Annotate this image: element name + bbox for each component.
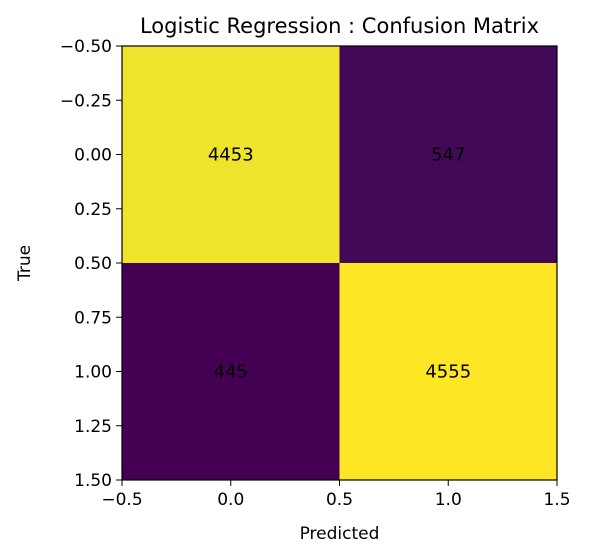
y-tick-label: 1.25 [74,417,112,437]
y-tick-label: 0.50 [74,254,112,274]
y-tick-label: 1.00 [74,363,112,383]
y-tick-label: 0.75 [74,308,112,328]
heatmap-cell-labels: 4453 547 445 4555 [208,145,471,383]
heatmap-cell [122,46,340,263]
x-tick-label: −0.5 [101,490,142,510]
cell-value-label: 445 [214,362,248,383]
x-axis-label: Predicted [300,524,380,544]
x-tick-label: 1.0 [435,490,462,510]
x-tick-label: 0.5 [326,490,353,510]
y-tick-label: 0.25 [74,200,112,220]
cell-value-label: 4555 [425,362,471,383]
y-axis-label: True [15,245,35,282]
y-tick-label: −0.50 [60,37,112,57]
heatmap-cell [339,46,557,263]
cell-value-label: 4453 [208,145,254,166]
x-tick-label: 1.5 [543,490,570,510]
chart-title: Logistic Regression : Confusion Matrix [140,14,539,38]
heatmap-cell [339,263,557,480]
x-tick-label: 0.0 [217,490,244,510]
cell-value-label: 547 [431,145,465,166]
x-axis: −0.5 0.0 0.5 1.0 1.5 [101,480,571,510]
y-tick-label: 0.00 [74,146,112,166]
y-tick-label: 1.50 [74,471,112,491]
y-axis: −0.50 −0.25 0.00 0.25 0.50 0.75 1.00 1.25 1.50 [60,37,122,491]
heatmap-cell [122,263,340,480]
heatmap-cells [122,46,557,480]
y-tick-label: −0.25 [60,91,112,111]
